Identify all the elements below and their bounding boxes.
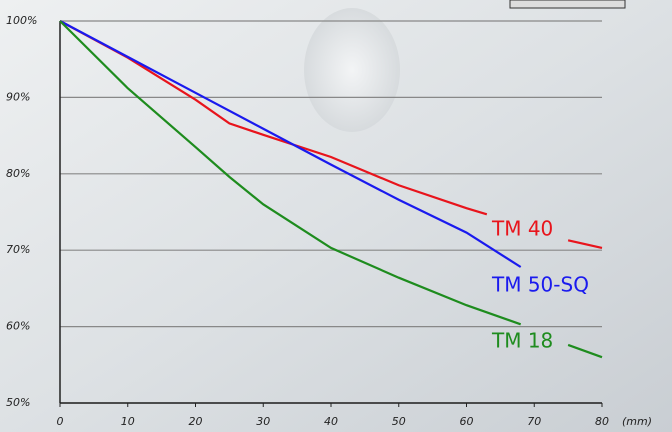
x-tick-label: 60 (460, 415, 474, 428)
series-label: TM 50-SQ (491, 273, 589, 297)
series-label: TM 40 (491, 217, 553, 241)
x-tick-label: 30 (256, 415, 270, 428)
y-tick-label: 90% (6, 90, 30, 103)
x-tick-label: 50 (392, 415, 406, 428)
y-tick-label: 100% (6, 14, 37, 27)
x-tick-label: 10 (121, 415, 135, 428)
x-tick-label: 80 (595, 415, 609, 428)
x-tick-label: 70 (527, 415, 541, 428)
x-axis-label: (mm) (622, 415, 652, 428)
y-tick-label: 50% (6, 396, 30, 409)
y-tick-label: 60% (6, 320, 30, 333)
chart: (mm) 50% 60% 70% 80% 90% 100% 0 10 20 30 40 50 60 70 8… (0, 0, 672, 432)
window-frame (510, 0, 625, 8)
series-label: TM 18 (491, 329, 553, 353)
x-tick-label: 0 (57, 415, 64, 428)
x-tick-label: 40 (324, 415, 338, 428)
background-drop (304, 8, 400, 132)
x-tick-label: 20 (189, 415, 203, 428)
y-tick-label: 70% (6, 243, 30, 256)
y-tick-label: 80% (6, 167, 30, 180)
